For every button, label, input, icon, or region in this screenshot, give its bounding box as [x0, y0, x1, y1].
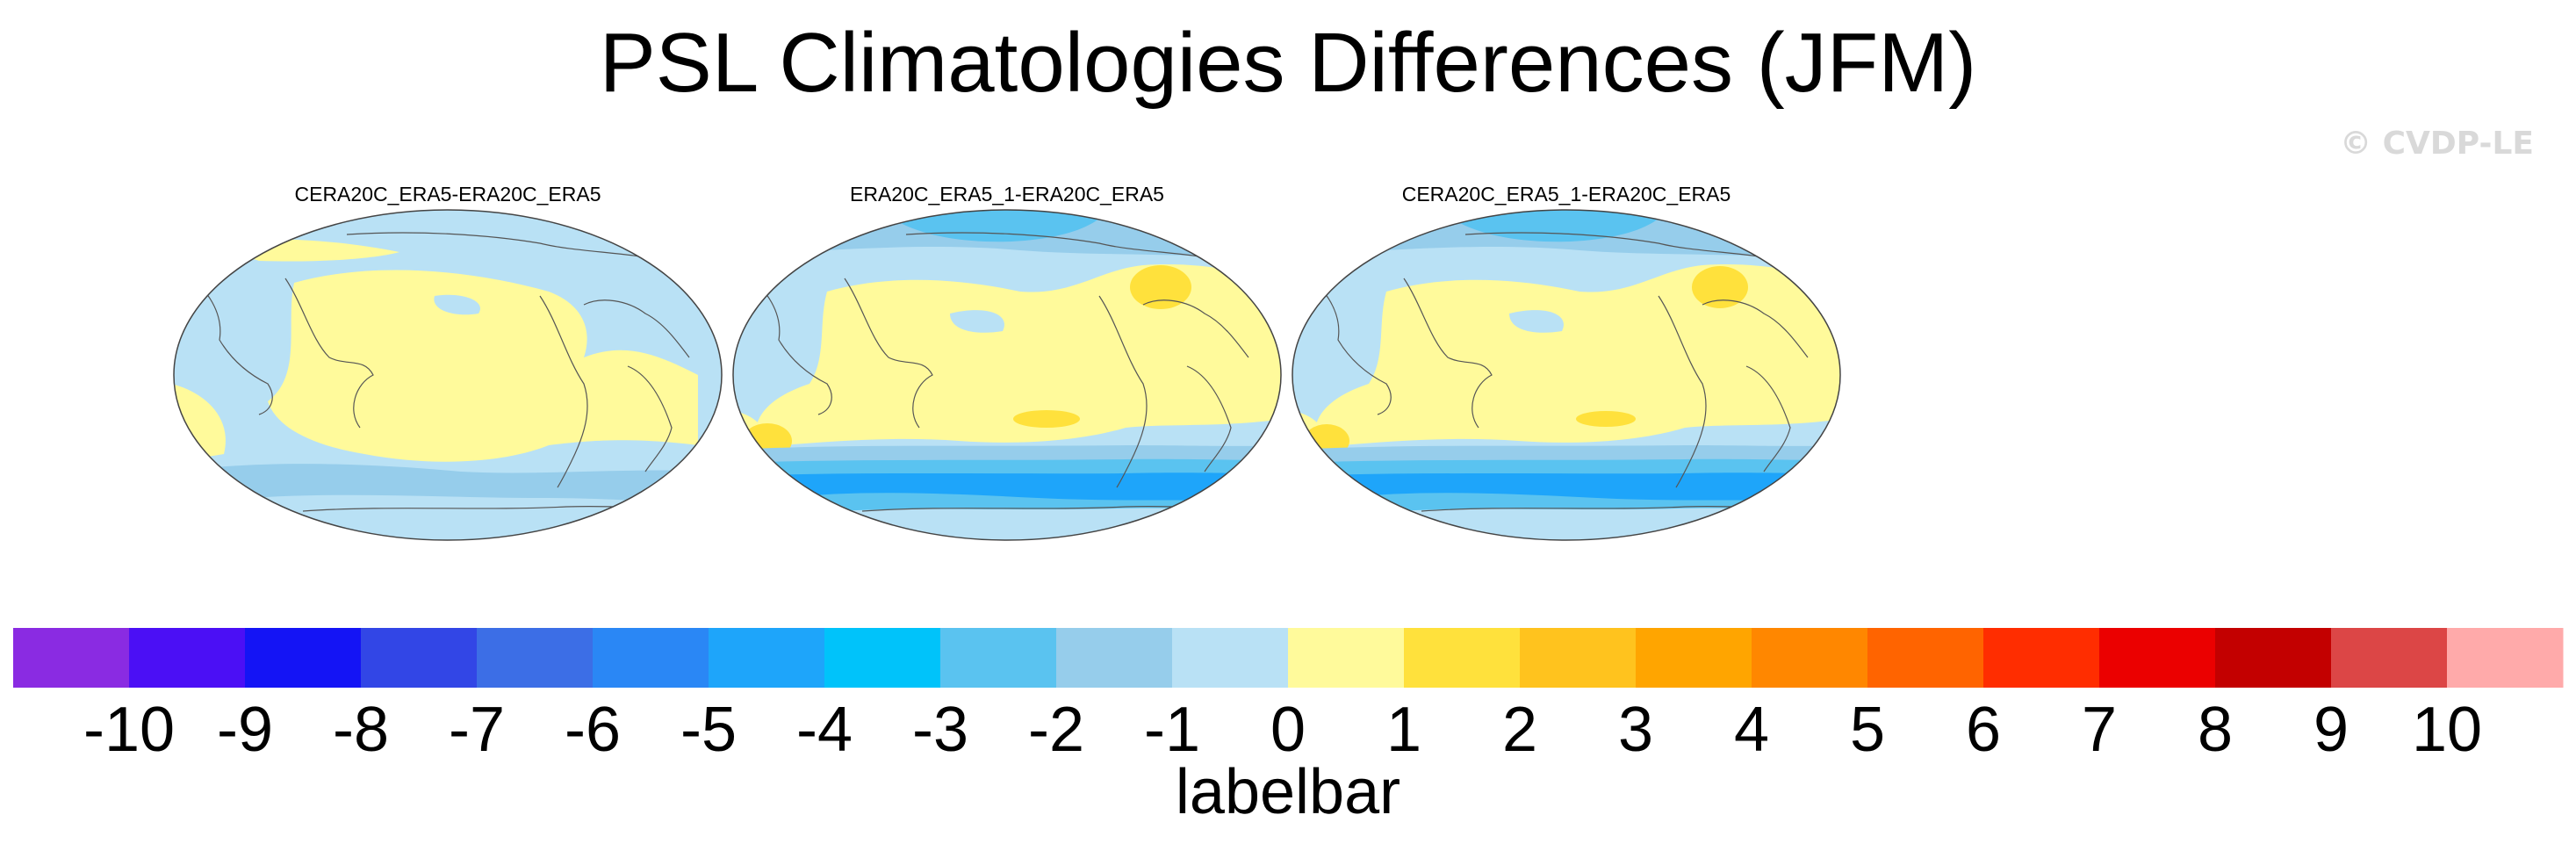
labelbar-tick-label: 10: [2412, 695, 2482, 755]
labelbar-tick-label: 3: [1618, 695, 1653, 755]
labelbar-tick-label: -4: [796, 695, 853, 755]
labelbar-box-4: [477, 628, 594, 688]
panel-title-2: ERA20C_ERA5_1-ERA20C_ERA5: [850, 183, 1164, 206]
labelbar-box-7: [824, 628, 941, 688]
labelbar-box-6: [709, 628, 825, 688]
map-1: [173, 209, 723, 541]
labelbar-tick-label: 0: [1270, 695, 1306, 755]
labelbar: -10 -9 -8 -7 -6 -5 -4 -3 -2 -1 0 1 2 3 4 5 6 7 8 9 10 labelb…: [0, 615, 2576, 851]
map-2: [732, 209, 1282, 541]
credit-watermark: © CVDP-LE: [2340, 126, 2534, 162]
labelbar-box-1: [129, 628, 246, 688]
labelbar-tick-label: -1: [1144, 695, 1200, 755]
labelbar-colors: -10 -9 -8 -7 -6 -5 -4 -3 -2 -1 0 1 2 3 4 5 6 7 8 9 10: [13, 628, 2564, 755]
labelbar-box-2: [245, 628, 362, 688]
labelbar-tick-label: -8: [333, 695, 389, 755]
labelbar-box-0: [13, 628, 130, 688]
labelbar-tick-label: 8: [2198, 695, 2233, 755]
labelbar-box-11: [1288, 628, 1405, 688]
panel-title-1: CERA20C_ERA5-ERA20C_ERA5: [294, 183, 601, 206]
labelbar-box-14: [1636, 628, 1752, 688]
labelbar-box-13: [1520, 628, 1637, 688]
labelbar-tick-label: 7: [2082, 695, 2117, 755]
labelbar-box-3: [361, 628, 478, 688]
labelbar-tick-label: -9: [217, 695, 273, 755]
labelbar-tick-label: -6: [565, 695, 621, 755]
labelbar-tick-label: -5: [680, 695, 737, 755]
labelbar-tick-label: -7: [449, 695, 505, 755]
labelbar-tick-label: 1: [1386, 695, 1421, 755]
labelbar-tick-label: 9: [2313, 695, 2349, 755]
labelbar-box-15: [1752, 628, 1868, 688]
map-panel-2: ERA20C_ERA5_1-ERA20C_ERA5: [730, 180, 1284, 549]
map-panel-3: CERA20C_ERA5_1-ERA20C_ERA5: [1290, 180, 1843, 549]
labelbar-box-5: [593, 628, 709, 688]
labelbar-box-8: [940, 628, 1057, 688]
labelbar-tick-label: 2: [1502, 695, 1537, 755]
labelbar-title: labelbar: [1175, 757, 1401, 827]
labelbar-box-20: [2331, 628, 2448, 688]
labelbar-box-16: [1867, 628, 1984, 688]
labelbar-box-21: [2447, 628, 2564, 688]
labelbar-box-18: [2099, 628, 2216, 688]
labelbar-box-12: [1404, 628, 1521, 688]
labelbar-tick-label: -10: [83, 695, 175, 755]
labelbar-tick-label: -3: [912, 695, 968, 755]
labelbar-box-17: [1983, 628, 2100, 688]
labelbar-box-9: [1056, 628, 1173, 688]
labelbar-box-10: [1172, 628, 1289, 688]
panel-title-3: CERA20C_ERA5_1-ERA20C_ERA5: [1401, 183, 1731, 206]
figure-title: PSL Climatologies Differences (JFM): [599, 16, 1977, 110]
map-panel-1: CERA20C_ERA5-ERA20C_ERA5: [171, 180, 724, 549]
labelbar-tick-label: -2: [1028, 695, 1084, 755]
map-3: [1292, 209, 1841, 541]
labelbar-tick-label: 5: [1850, 695, 1885, 755]
labelbar-tick-label: 6: [1966, 695, 2001, 755]
labelbar-box-19: [2215, 628, 2332, 688]
labelbar-tick-label: 4: [1734, 695, 1769, 755]
